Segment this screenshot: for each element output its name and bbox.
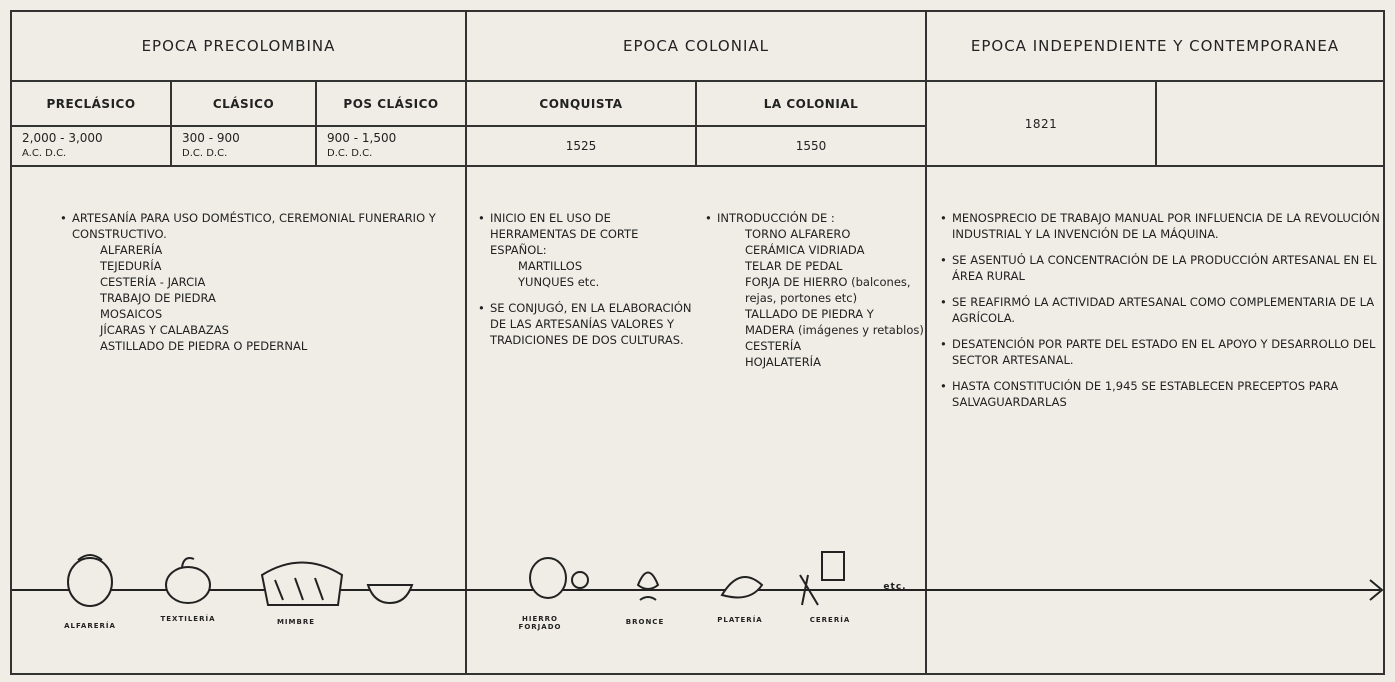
date-era: A.C. D.C. bbox=[22, 148, 67, 159]
art-label: BRONCE bbox=[625, 618, 665, 626]
list-item: CESTERÍA bbox=[745, 339, 802, 353]
list-item: ASTILLADO DE PIEDRA O PEDERNAL bbox=[100, 339, 308, 353]
bullet-text: INICIO EN EL USO DE HERRAMENTAS DE CORTE… bbox=[478, 210, 698, 290]
list-item: TORNO ALFARERO bbox=[745, 227, 851, 241]
list-item: CESTERÍA - JARCIA bbox=[100, 275, 206, 289]
wax-sketch bbox=[821, 551, 845, 581]
date-range: 1525 bbox=[565, 138, 597, 153]
bullet-text: SE ASENTUÓ LA CONCENTRACIÓN DE LA PRODUC… bbox=[940, 252, 1380, 284]
art-label: HIERRO FORJADO bbox=[518, 615, 562, 631]
list-item: FORJA DE HIERRO (balcones, rejas, porton… bbox=[745, 275, 911, 305]
art-label: PLATERÍA bbox=[717, 616, 763, 624]
art-label: TEXTILERÍA bbox=[160, 615, 216, 623]
list-item: MOSAICOS bbox=[100, 307, 163, 321]
bullet-list: ARTESANÍA PARA USO DOMÉSTICO, CEREMONIAL… bbox=[60, 210, 460, 364]
pot-sketch bbox=[77, 554, 103, 561]
bullet-text: INTRODUCCIÓN DE :TORNO ALFAREROCERÁMICA … bbox=[705, 210, 925, 370]
bullet-text: SE CONJUGÓ, EN LA ELABORACIÓN DE LAS ART… bbox=[478, 300, 698, 348]
bowl-sketch bbox=[366, 584, 414, 605]
bullet-text: ARTESANÍA PARA USO DOMÉSTICO, CEREMONIAL… bbox=[60, 210, 460, 354]
list-item: ALFARERÍA bbox=[100, 243, 163, 257]
bronze-sketch bbox=[636, 571, 660, 601]
pot-sketch bbox=[67, 557, 113, 607]
list-item: TELAR DE PEDAL bbox=[745, 259, 843, 273]
list-item: TRABAJO DE PIEDRA bbox=[100, 291, 216, 305]
arrow-head bbox=[1369, 579, 1384, 601]
bullet-list: MENOSPRECIO DE TRABAJO MANUAL POR INFLUE… bbox=[940, 210, 1380, 420]
iron-sketch bbox=[529, 557, 567, 599]
art-label: ALFARERÍA bbox=[64, 622, 116, 630]
date-range: 300 - 900 bbox=[182, 131, 240, 145]
basket-sketch bbox=[274, 577, 324, 601]
list-item: YUNQUES etc. bbox=[518, 275, 600, 289]
bullet-text: HASTA CONSTITUCIÓN DE 1,945 SE ESTABLECE… bbox=[940, 378, 1380, 410]
bullet-text: SE REAFIRMÓ LA ACTIVIDAD ARTESANAL COMO … bbox=[940, 294, 1380, 326]
date-era: D.C. D.C. bbox=[327, 148, 373, 159]
content-cell bbox=[925, 165, 1385, 675]
jar-sketch bbox=[181, 557, 195, 568]
bullet-text: MENOSPRECIO DE TRABAJO MANUAL POR INFLUE… bbox=[940, 210, 1380, 242]
silver-sketch bbox=[720, 576, 764, 599]
list-item: TALLADO DE PIEDRA Y MADERA (imágenes y r… bbox=[745, 307, 924, 337]
art-label: MIMBRE bbox=[276, 618, 316, 626]
date-era: D.C. D.C. bbox=[182, 148, 228, 159]
bullet-list: INTRODUCCIÓN DE :TORNO ALFAREROCERÁMICA … bbox=[705, 210, 925, 380]
date-range: 1550 bbox=[795, 138, 827, 153]
list-item: TEJEDURÍA bbox=[100, 259, 162, 273]
bullet-text: DESATENCIÓN POR PARTE DEL ESTADO EN EL A… bbox=[940, 336, 1380, 368]
art-label: CERERÍA bbox=[809, 616, 851, 624]
iron-sketch bbox=[571, 571, 589, 589]
list-item: HOJALATERÍA bbox=[745, 355, 821, 369]
list-item: CERÁMICA VIDRIADA bbox=[745, 243, 865, 257]
date-range: 2,000 - 3,000 bbox=[22, 131, 103, 145]
list-item: MARTILLOS bbox=[518, 259, 583, 273]
wax-sketch bbox=[799, 574, 819, 606]
date-range: 900 - 1,500 bbox=[327, 131, 397, 145]
list-item: JÍCARAS Y CALABAZAS bbox=[100, 323, 229, 337]
art-label: etc. bbox=[883, 582, 907, 592]
bullet-list: INICIO EN EL USO DE HERRAMENTAS DE CORTE… bbox=[478, 210, 698, 358]
jar-sketch bbox=[165, 566, 211, 604]
